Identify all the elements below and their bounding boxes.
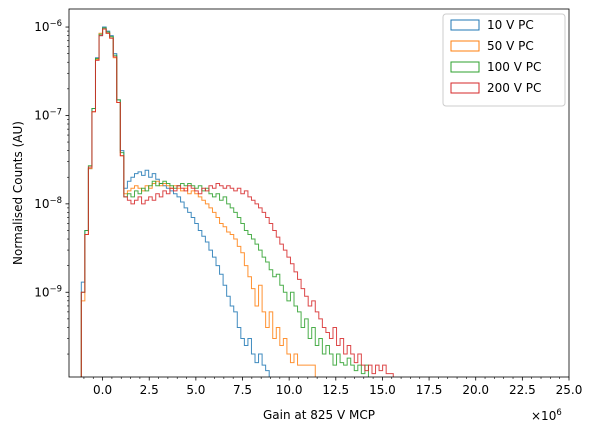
x-tick-label: 0.0 xyxy=(93,383,112,397)
x-axis-ticks: 0.0 2.5 5.0 7.5 10.0 12.5 15.0 17.5 20.0 22.5 25.0 xyxy=(83,377,583,397)
x-axis-multiplier: ×106 xyxy=(531,408,562,423)
legend-swatch xyxy=(450,82,480,94)
y-axis-label: Normalised Counts (AU) xyxy=(11,121,25,265)
legend: 10 V PC 50 V PC 100 V PC 200 V PC xyxy=(442,13,566,107)
legend-label: 100 V PC xyxy=(487,60,541,74)
x-tick-label: 15.0 xyxy=(369,383,396,397)
x-tick-label: 22.5 xyxy=(509,383,536,397)
x-tick-label: 20.0 xyxy=(462,383,489,397)
x-axis-multiplier-exponent: 6 xyxy=(556,408,561,418)
legend-label: 50 V PC xyxy=(487,39,534,53)
x-tick-label: 7.5 xyxy=(233,383,252,397)
series-2-step xyxy=(80,27,369,377)
plot-frame xyxy=(68,8,570,378)
legend-swatch xyxy=(450,61,480,73)
x-tick-label: 17.5 xyxy=(416,383,443,397)
x-axis-label: Gain at 825 V MCP xyxy=(263,408,375,422)
legend-swatch xyxy=(450,40,480,52)
x-tick-label: 2.5 xyxy=(140,383,159,397)
series-3-step xyxy=(80,28,394,377)
x-tick-label: 25.0 xyxy=(556,383,583,397)
legend-swatch xyxy=(450,19,480,31)
legend-label: 200 V PC xyxy=(487,81,541,95)
x-axis-multiplier-base: ×10 xyxy=(531,409,556,423)
x-tick-label: 12.5 xyxy=(322,383,349,397)
series-0-step xyxy=(80,26,270,377)
x-tick-label: 10.0 xyxy=(276,383,303,397)
legend-label: 10 V PC xyxy=(487,18,534,32)
x-tick-label: 5.0 xyxy=(186,383,205,397)
series-layer xyxy=(80,26,394,377)
